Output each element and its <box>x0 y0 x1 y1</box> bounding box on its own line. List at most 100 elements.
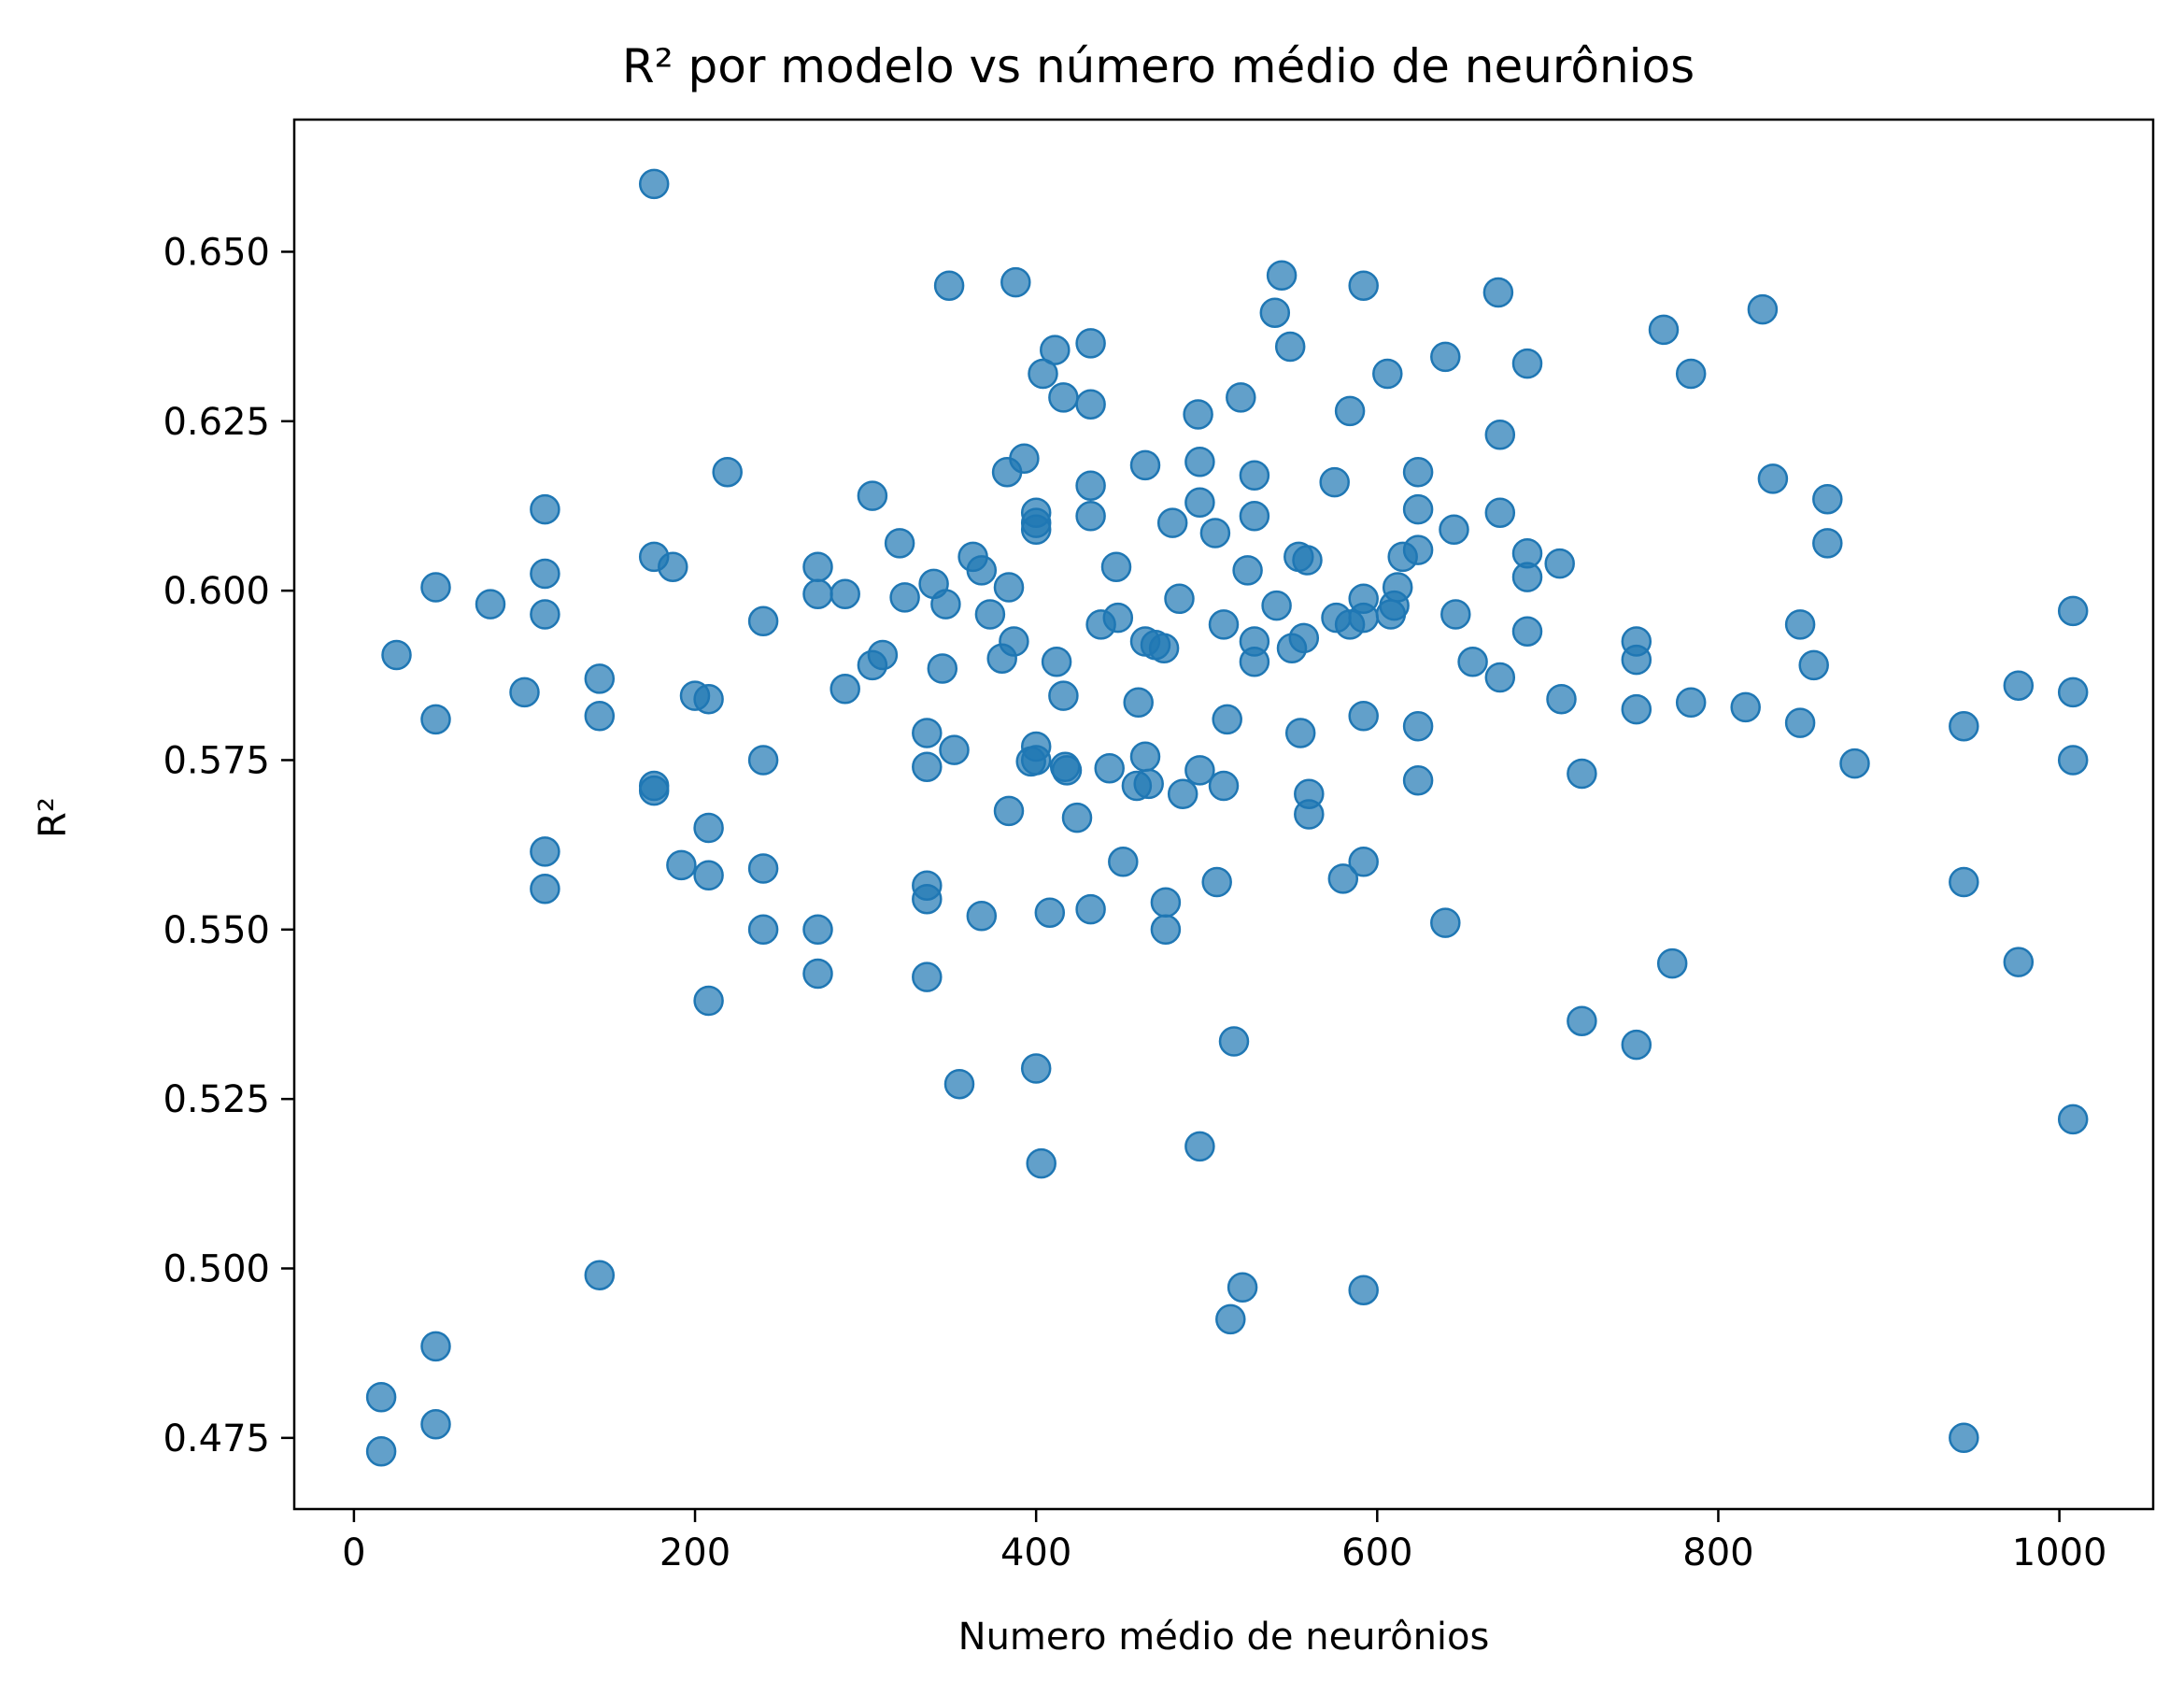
data-point <box>365 1382 397 1413</box>
data-point <box>747 914 779 946</box>
data-point <box>1041 647 1072 677</box>
data-point <box>2057 1104 2089 1135</box>
y-axis-label: R² <box>32 797 75 838</box>
data-point <box>1020 514 1052 546</box>
data-point <box>1798 649 1829 681</box>
data-point <box>927 653 958 684</box>
data-point <box>1075 893 1106 925</box>
data-point <box>2003 947 2035 977</box>
data-point <box>1274 331 1306 363</box>
data-point <box>1730 691 1761 723</box>
data-point <box>1457 647 1488 677</box>
data-point <box>381 639 412 671</box>
data-point <box>1123 687 1154 719</box>
x-tick-label: 0 <box>342 1531 365 1574</box>
data-point <box>1546 683 1577 715</box>
data-point <box>1201 866 1232 898</box>
data-point <box>1048 680 1079 711</box>
data-point <box>1184 1131 1215 1162</box>
data-point <box>1227 1272 1258 1303</box>
y-tick-label: 0.625 <box>163 401 270 444</box>
data-point <box>999 626 1029 657</box>
data-point <box>638 168 670 200</box>
data-point <box>1102 602 1134 634</box>
data-point <box>802 958 833 990</box>
data-point <box>1484 662 1516 693</box>
data-point <box>889 582 920 613</box>
data-point <box>420 704 451 735</box>
data-point <box>1020 745 1052 776</box>
x-tick-label: 1000 <box>2012 1531 2107 1574</box>
data-point <box>747 853 779 884</box>
data-point <box>1327 863 1359 894</box>
data-point <box>1784 609 1816 640</box>
data-point <box>1430 907 1461 938</box>
data-point <box>666 849 697 881</box>
data-point <box>1484 420 1516 450</box>
data-point <box>530 493 560 525</box>
data-point <box>1239 501 1270 532</box>
data-point <box>420 1331 451 1362</box>
data-point <box>1567 758 1597 790</box>
x-tick-label: 800 <box>1682 1531 1753 1574</box>
data-point <box>1156 507 1188 538</box>
y-tick-label: 0.500 <box>163 1247 270 1290</box>
data-point <box>1100 551 1132 582</box>
data-point <box>693 812 724 844</box>
data-point <box>1266 260 1298 292</box>
data-point <box>1949 710 1979 742</box>
data-point <box>1334 395 1366 427</box>
data-point <box>1108 847 1139 877</box>
data-point <box>1747 293 1779 325</box>
data-point <box>993 795 1025 827</box>
data-point <box>943 1068 975 1100</box>
data-point <box>867 639 899 671</box>
data-point <box>1028 358 1058 390</box>
data-point <box>1232 555 1263 586</box>
y-tick-label: 0.475 <box>163 1417 270 1460</box>
data-point <box>1284 718 1316 748</box>
data-point <box>1402 534 1434 565</box>
data-point <box>1949 866 1979 898</box>
data-point <box>1621 644 1652 676</box>
data-point <box>1675 687 1707 719</box>
x-tick-label: 200 <box>659 1531 730 1574</box>
data-point <box>830 578 860 610</box>
data-point <box>747 605 779 637</box>
data-point <box>912 883 943 915</box>
data-point <box>912 718 943 748</box>
data-point <box>1051 755 1083 786</box>
data-point <box>1261 590 1292 621</box>
data-point <box>1040 335 1071 365</box>
data-point <box>1218 1026 1250 1057</box>
data-point <box>658 551 688 582</box>
data-point <box>1075 470 1106 501</box>
data-point <box>1511 616 1543 647</box>
data-point <box>1544 548 1575 579</box>
data-point <box>1621 1029 1652 1061</box>
data-point <box>1656 947 1688 979</box>
data-point <box>1288 622 1320 654</box>
data-point <box>830 674 860 705</box>
data-point <box>1648 314 1680 346</box>
data-point <box>1294 799 1325 830</box>
data-point <box>693 683 724 715</box>
x-axis-ticks: 0 200 400 600 800 1000 <box>342 1509 2106 1574</box>
data-point <box>1402 456 1434 488</box>
data-point <box>1348 847 1379 877</box>
y-tick-label: 0.650 <box>163 231 270 274</box>
data-point <box>1348 270 1379 301</box>
data-points <box>365 168 2089 1467</box>
data-point <box>1511 348 1543 379</box>
data-point <box>912 751 943 782</box>
data-point <box>939 734 970 765</box>
x-tick-label: 400 <box>1000 1531 1071 1574</box>
data-point <box>1020 1053 1052 1084</box>
data-point <box>1129 741 1161 773</box>
data-point <box>1026 1147 1057 1179</box>
data-point <box>1482 277 1514 308</box>
data-point <box>933 270 965 301</box>
data-point <box>1430 341 1461 373</box>
data-point <box>1208 609 1240 640</box>
data-point <box>1348 602 1379 634</box>
